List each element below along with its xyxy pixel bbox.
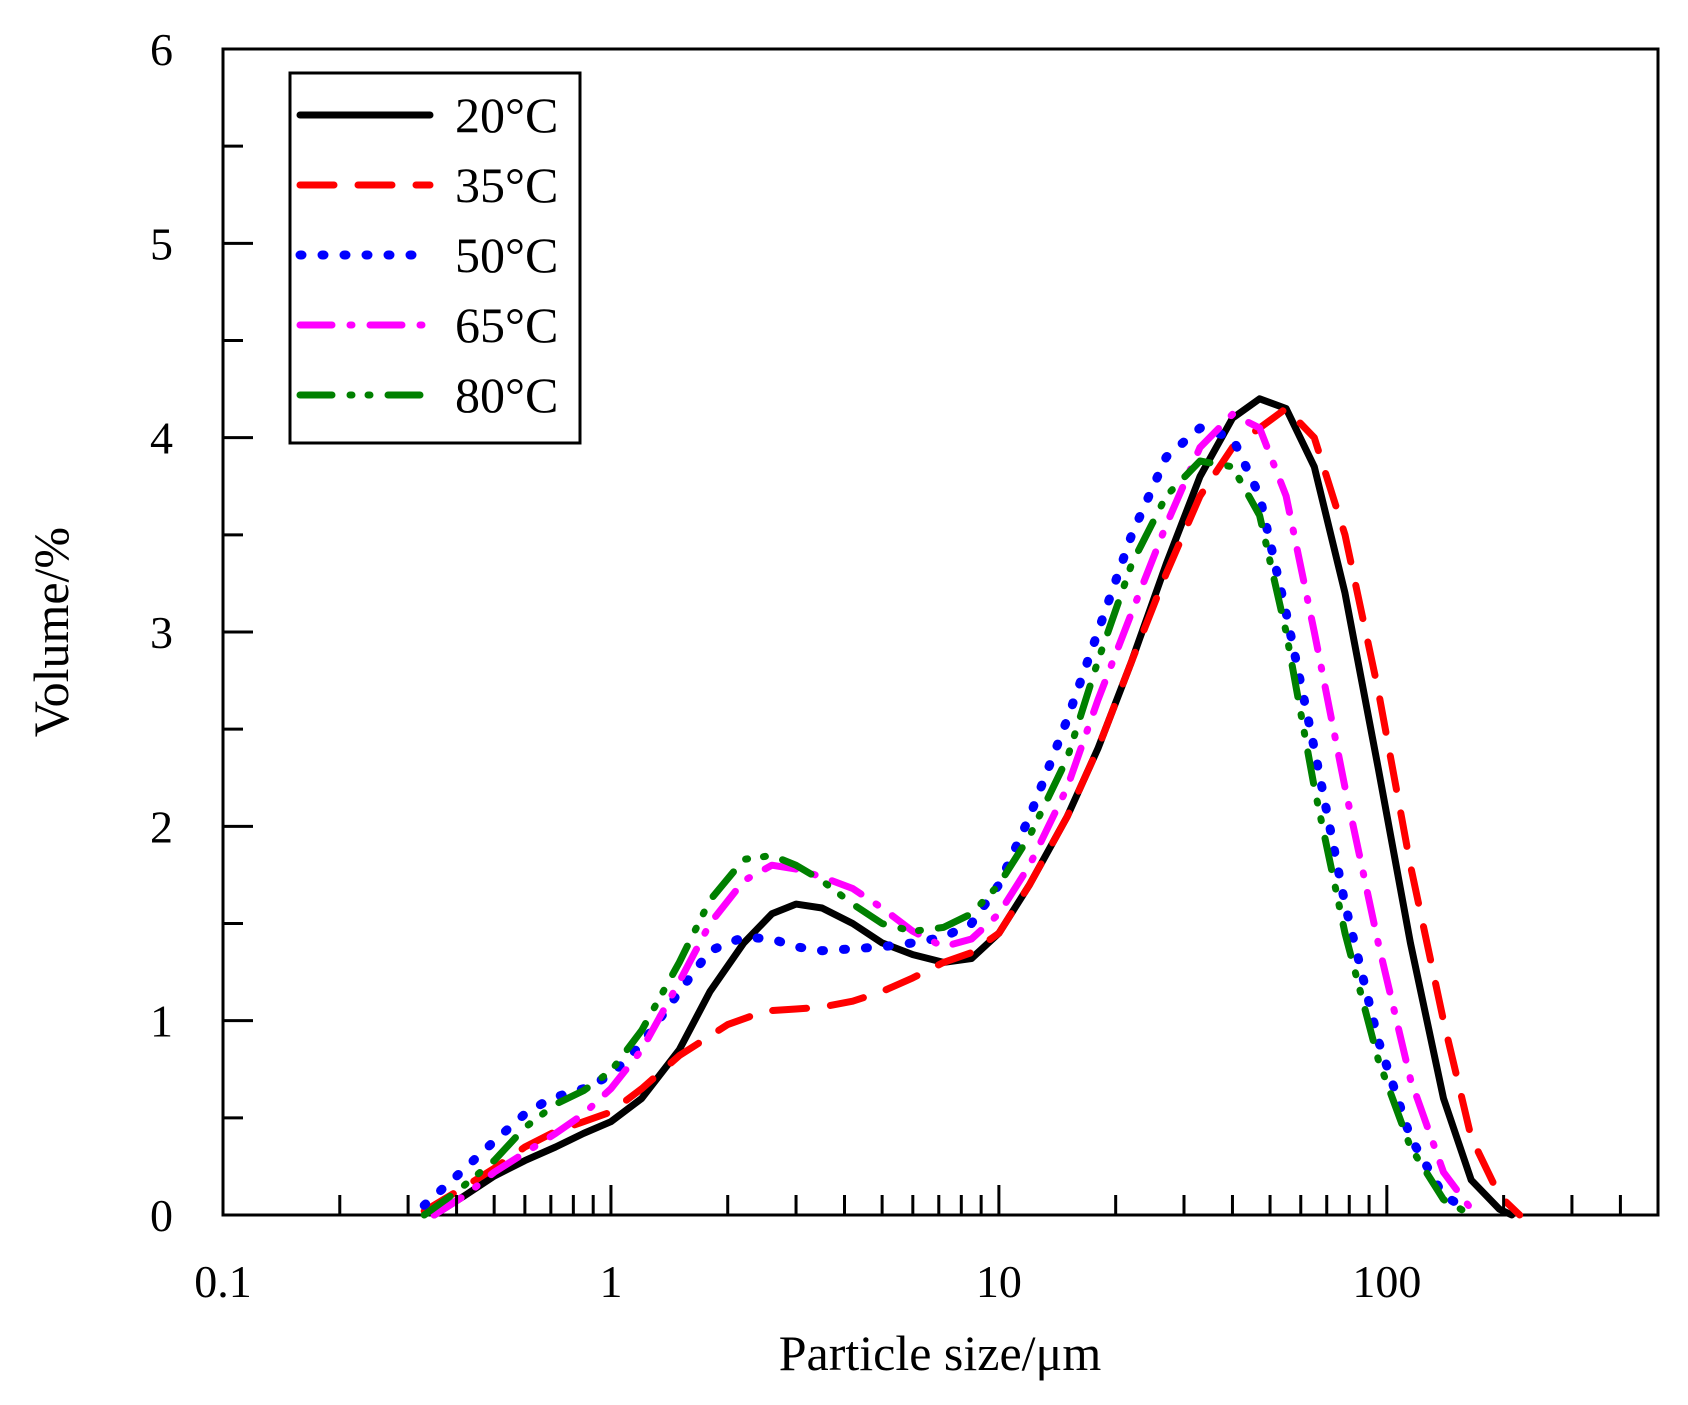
y-tick-label: 0 — [150, 1190, 173, 1241]
y-tick-label: 6 — [150, 24, 173, 75]
series-line-65C — [430, 410, 1475, 1219]
x-axis-label: Particle size/μm — [779, 1325, 1102, 1381]
legend: 20°C 35°C 50°C 65°C 80°C — [288, 71, 582, 445]
legend-label: 35°C — [455, 157, 558, 213]
x-tick-label: 100 — [1352, 1256, 1421, 1307]
legend-label: 20°C — [455, 87, 558, 143]
series-line-80C — [420, 457, 1475, 1219]
y-axis-ticks: 0 1 2 3 4 5 6 — [150, 24, 253, 1241]
y-tick-label: 5 — [150, 218, 173, 269]
series-line-35C — [420, 405, 1524, 1219]
y-tick-label: 2 — [150, 801, 173, 852]
legend-label: 50°C — [455, 227, 558, 283]
legend-label: 65°C — [455, 297, 558, 353]
y-axis-label: Volume/% — [23, 527, 79, 737]
series-layer — [419, 395, 1524, 1219]
series-line-20C — [430, 395, 1516, 1219]
x-tick-label: 10 — [976, 1256, 1022, 1307]
x-tick-label: 1 — [599, 1256, 622, 1307]
y-tick-label: 3 — [150, 607, 173, 658]
y-tick-label: 4 — [150, 413, 173, 464]
y-tick-label: 1 — [150, 996, 173, 1047]
legend-box — [288, 71, 582, 445]
x-axis-ticks: 0.1 1 10 100 — [194, 1185, 1660, 1307]
x-tick-label: 0.1 — [194, 1256, 252, 1307]
plot-area — [221, 47, 1660, 1219]
legend-label: 80°C — [455, 367, 558, 423]
